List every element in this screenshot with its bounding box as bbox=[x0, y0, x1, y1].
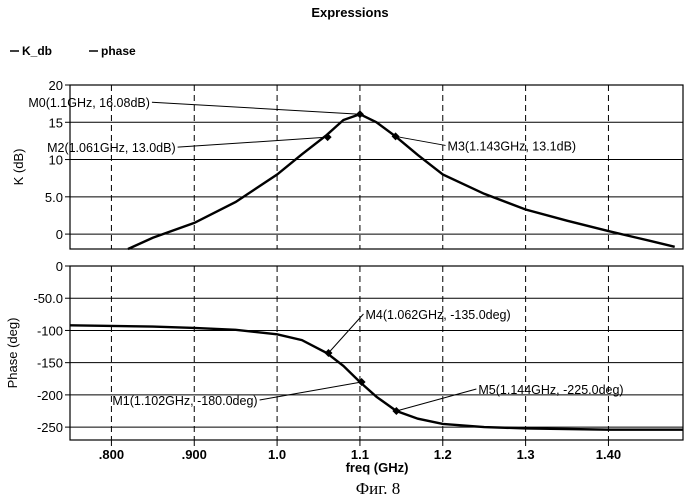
bottom-ylabel: Phase (deg) bbox=[5, 318, 20, 389]
legend-label-k-db: K_db bbox=[22, 44, 52, 58]
top-grid bbox=[70, 84, 683, 249]
bottom-ytick-label-2: -100 bbox=[37, 323, 63, 338]
top-yticks: 20 15 10 5.0 0 bbox=[45, 78, 70, 242]
bottom-ytick-label-3: -150 bbox=[37, 356, 63, 371]
bottom-marker-point-0 bbox=[324, 349, 333, 357]
top-marker-point-1 bbox=[323, 133, 332, 142]
legend: K_db phase bbox=[10, 44, 136, 58]
bottom-plot-frame bbox=[69, 265, 684, 441]
bottom-marker-leader-1 bbox=[259, 381, 362, 401]
xtick-label-6: 1.40 bbox=[596, 447, 621, 462]
bottom-markers: M4(1.062GHz, -135.0deg) M1(1.102GHz, -180… bbox=[112, 308, 624, 415]
bottom-marker-point-1 bbox=[357, 378, 366, 386]
top-marker-leader-2 bbox=[395, 135, 446, 146]
top-marker-label-1: M2(1.061GHz, 13.0dB) bbox=[47, 141, 176, 155]
top-markers: M0(1.1GHz, 16.08dB) M2(1.061GHz, 13.0dB) M… bbox=[28, 96, 576, 155]
xtick-label-3: 1.1 bbox=[351, 447, 369, 462]
bottom-panel: 0 -50.0 -100 -150 -200 -250 .800 .900 1.0 1.1 1.2… bbox=[5, 259, 684, 475]
bottom-ytick-label-5: -250 bbox=[37, 420, 63, 435]
top-plot-frame bbox=[69, 84, 684, 250]
top-marker-point-0 bbox=[355, 110, 364, 119]
phase-trace bbox=[69, 324, 683, 431]
xtick-label-5: 1.3 bbox=[517, 447, 535, 462]
top-marker-label-2: M3(1.143GHz, 13.1dB) bbox=[448, 139, 577, 153]
bottom-ytick-label-4: -200 bbox=[37, 388, 63, 403]
top-ytick-label-1: 15 bbox=[49, 115, 63, 130]
bottom-marker-leader-2 bbox=[396, 388, 477, 412]
chart-title: Expressions bbox=[311, 5, 388, 20]
top-marker-point-2 bbox=[391, 132, 400, 141]
top-marker-label-0: M0(1.1GHz, 16.08dB) bbox=[28, 96, 150, 110]
top-marker-leader-0 bbox=[151, 101, 360, 115]
top-ytick-label-0: 20 bbox=[49, 78, 63, 93]
figure-caption: Фиг. 8 bbox=[356, 479, 401, 498]
top-panel: 20 15 10 5.0 0 M0(1.1GHz, 16.08dB) M2(1.061GH… bbox=[11, 78, 684, 251]
bottom-marker-leader-0 bbox=[328, 313, 364, 354]
top-ytick-label-3: 5.0 bbox=[45, 190, 63, 205]
k-db-trace bbox=[127, 112, 675, 251]
legend-label-phase: phase bbox=[101, 44, 136, 58]
bottom-marker-point-2 bbox=[392, 407, 401, 415]
bottom-ytick-label-1: -50.0 bbox=[33, 291, 63, 306]
xtick-label-1: .900 bbox=[182, 447, 207, 462]
xtick-label-0: .800 bbox=[99, 447, 124, 462]
bottom-xticks: .800 .900 1.0 1.1 1.2 1.3 1.40 bbox=[99, 440, 621, 462]
bottom-xlabel: freq (GHz) bbox=[346, 460, 409, 475]
bottom-marker-label-1: M1(1.102GHz, -180.0deg) bbox=[112, 394, 257, 408]
bottom-ytick-label-0: 0 bbox=[56, 259, 63, 274]
bottom-marker-label-2: M5(1.144GHz, -225.0deg) bbox=[478, 383, 623, 397]
top-ylabel: K (dB) bbox=[11, 149, 26, 186]
xtick-label-4: 1.2 bbox=[434, 447, 452, 462]
bottom-grid bbox=[70, 265, 683, 440]
xtick-label-2: 1.0 bbox=[268, 447, 286, 462]
top-marker-leader-1 bbox=[177, 136, 328, 148]
top-ytick-label-2: 10 bbox=[49, 153, 63, 168]
bottom-marker-label-0: M4(1.062GHz, -135.0deg) bbox=[365, 308, 510, 322]
bottom-yticks: 0 -50.0 -100 -150 -200 -250 bbox=[33, 259, 70, 435]
top-ytick-label-4: 0 bbox=[56, 227, 63, 242]
